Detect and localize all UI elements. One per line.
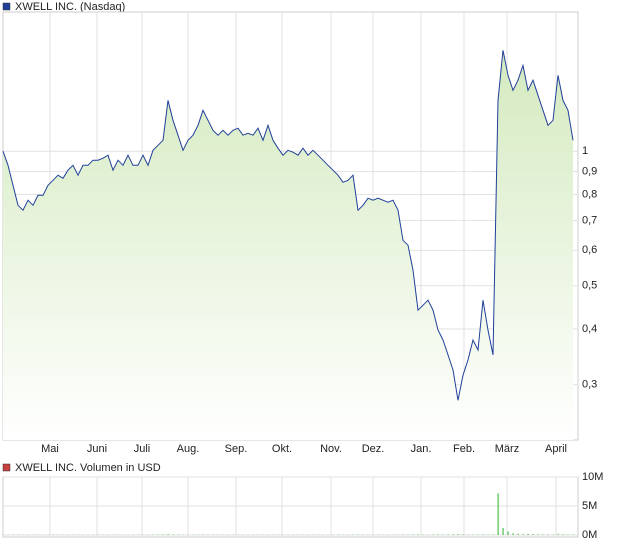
- x-tick-label: Aug.: [177, 443, 200, 455]
- x-tick-label: März: [495, 443, 519, 455]
- volume-bar: [503, 528, 504, 535]
- y-tick-label: 5M: [582, 500, 597, 512]
- x-tick-label: Juli: [134, 443, 151, 455]
- volume-bar: [168, 534, 169, 535]
- volume-bar: [448, 534, 449, 535]
- volume-bar: [558, 534, 559, 535]
- volume-bar: [548, 534, 549, 535]
- volume-bar: [483, 534, 484, 535]
- y-tick-label: 0,9: [582, 166, 597, 178]
- volume-bar: [508, 532, 509, 535]
- volume-bar: [513, 533, 514, 535]
- volume-bar: [543, 534, 544, 535]
- y-tick-label: 0,7: [582, 214, 597, 226]
- x-tick-label: Nov.: [320, 443, 342, 455]
- y-tick-label: 0,6: [582, 244, 597, 256]
- y-tick-label: 0,5: [582, 280, 597, 292]
- y-tick-label: 0M: [582, 529, 597, 541]
- plot-frame: [3, 477, 578, 537]
- x-tick-label: Dez.: [362, 443, 385, 455]
- x-tick-label: Juni: [87, 443, 107, 455]
- x-tick-label: Sep.: [225, 443, 248, 455]
- x-tick-label: Okt.: [272, 443, 292, 455]
- y-tick-label: 1: [582, 145, 588, 157]
- x-tick-label: Mai: [41, 443, 59, 455]
- volume-bar: [538, 534, 539, 535]
- volume-bar: [463, 534, 464, 535]
- volume-bar: [453, 534, 454, 535]
- x-tick-label: April: [545, 443, 567, 455]
- x-tick-label: Jan.: [411, 443, 432, 455]
- volume-bar: [163, 534, 164, 535]
- volume-bar: [438, 534, 439, 535]
- volume-bar: [498, 493, 499, 535]
- y-tick-label: 10M: [582, 471, 603, 483]
- chart-title: XWELL INC. Volumen in USD: [15, 462, 161, 474]
- legend-swatch: [3, 464, 10, 471]
- y-tick-label: 0,3: [582, 379, 597, 391]
- volume-bar: [523, 534, 524, 535]
- volume-bar: [568, 534, 569, 535]
- volume-bar: [418, 534, 419, 535]
- y-tick-label: 0,4: [582, 323, 597, 335]
- volume-bar: [528, 534, 529, 535]
- volume-bar: [518, 534, 519, 535]
- volume-bar: [493, 534, 494, 535]
- volume-bar: [533, 534, 534, 535]
- x-tick-label: Feb.: [453, 443, 475, 455]
- volume-bar: [413, 534, 414, 535]
- volume-bar: [563, 534, 564, 535]
- volume-bar: [458, 534, 459, 535]
- legend-swatch: [3, 3, 10, 10]
- chart-title: XWELL INC. (Nasdaq): [15, 1, 125, 13]
- y-tick-label: 0,8: [582, 188, 597, 200]
